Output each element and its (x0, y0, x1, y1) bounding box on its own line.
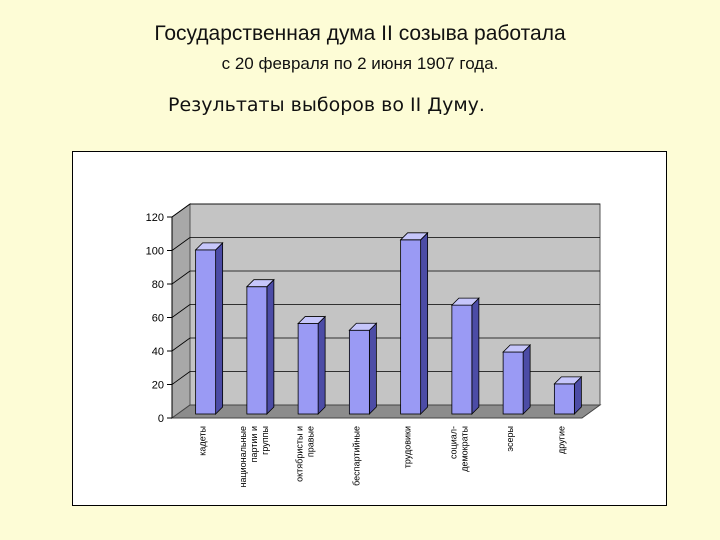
bar-side (317, 315, 326, 415)
y-tick-label: 40 (152, 346, 164, 358)
y-tick-label: 100 (146, 246, 164, 258)
gridline-diagonal (171, 337, 191, 352)
bar-front (297, 323, 319, 415)
chart-gridlines (171, 203, 600, 385)
bar-front (451, 304, 473, 415)
x-category-label: национальные (238, 426, 248, 488)
x-category-label: эсеры (505, 426, 515, 452)
bar-4 (348, 322, 378, 415)
bar-front (195, 249, 217, 415)
y-tick-label: 20 (152, 380, 164, 392)
bar-top (502, 344, 532, 353)
bar-top (553, 376, 583, 385)
bar-front (348, 329, 370, 415)
bar-front (502, 351, 524, 415)
bar-6 (450, 297, 480, 415)
bar-top (297, 316, 327, 324)
slide-subtitle: Результаты выборов во II Думу. (168, 94, 485, 116)
x-category-label: октябристы и (295, 426, 305, 482)
y-tick-label: 0 (158, 413, 164, 425)
chart-back-wall (170, 203, 602, 419)
x-axis-labels: кадеты национальные партии и группы октябрис… (198, 426, 567, 488)
bar-3 (297, 315, 327, 415)
bar-top (348, 322, 378, 331)
x-category-label: кадеты (198, 426, 208, 456)
x-category-label: другие (556, 426, 566, 454)
gridline-diagonal (171, 270, 191, 285)
x-category-label: беспартийные (351, 426, 361, 486)
bar-side (266, 278, 275, 415)
bar-5 (399, 231, 429, 415)
bar-side (420, 231, 429, 415)
x-category-label: правые (306, 426, 316, 457)
y-axis: 0 20 40 60 80 100 120 (146, 212, 173, 425)
x-category-label: партии и (249, 426, 259, 462)
chart-floor (170, 404, 602, 419)
y-tick-label: 120 (146, 212, 164, 224)
gridline-diagonal (171, 371, 191, 385)
y-tick-label: 80 (152, 279, 164, 291)
bar-2 (245, 278, 275, 415)
bar-front (400, 239, 422, 415)
title-line-1: Государственная дума II созыва работала (154, 22, 566, 45)
bar-8 (553, 375, 583, 415)
bar-front (553, 383, 575, 415)
bar-top (399, 232, 429, 241)
gridline-diagonal (171, 304, 191, 318)
gridline-diagonal (171, 203, 191, 218)
x-category-label: социал- (448, 426, 458, 459)
bar-top (450, 297, 480, 306)
bar-7 (502, 344, 532, 415)
bar-side (522, 344, 531, 415)
x-category-label: трудовики (403, 426, 413, 468)
bar-front (246, 286, 268, 415)
x-category-label: группы (260, 426, 270, 455)
title-line-2: с 20 февраля по 2 июня 1907 года. (221, 54, 499, 73)
bar-side (471, 297, 480, 415)
bar-top (245, 279, 275, 288)
bar-side (215, 241, 224, 415)
y-tick-label: 60 (152, 313, 164, 325)
gridline-diagonal (171, 237, 191, 251)
bar-1 (194, 241, 224, 415)
x-category-label: демократы (459, 426, 469, 472)
bar-side (368, 322, 377, 415)
bar-top (194, 242, 224, 251)
chart-bars (194, 231, 583, 415)
